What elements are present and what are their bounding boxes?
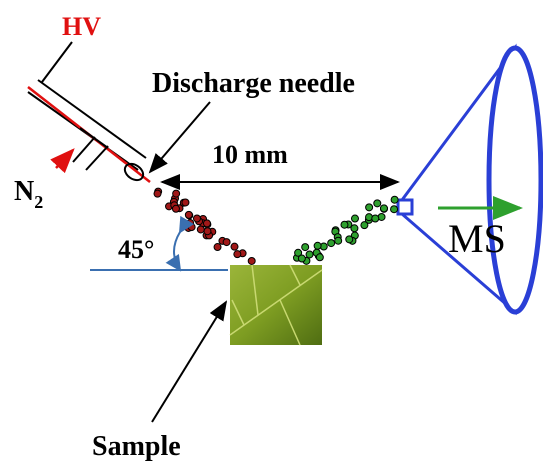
- droplet: [203, 227, 212, 236]
- sample-arrow: [151, 300, 228, 423]
- sample-label: Sample: [92, 431, 181, 462]
- needle-label: Discharge needle: [152, 68, 355, 99]
- droplet: [315, 253, 324, 262]
- droplet: [172, 189, 181, 198]
- hv-line: [41, 41, 73, 83]
- droplet: [153, 189, 162, 198]
- droplet: [297, 254, 306, 263]
- gas-symbol: N: [14, 176, 34, 207]
- droplet: [327, 239, 336, 248]
- droplet: [345, 235, 354, 244]
- gas-subscript: 2: [34, 192, 43, 212]
- droplet: [213, 243, 222, 252]
- droplet: [350, 214, 359, 223]
- droplet: [187, 223, 196, 232]
- droplet: [350, 224, 359, 233]
- droplet: [181, 198, 190, 207]
- droplet: [196, 225, 205, 234]
- angle-label: 45°: [118, 235, 154, 264]
- droplet: [313, 241, 322, 250]
- ms-inlet: [396, 43, 543, 316]
- droplet: [340, 220, 349, 229]
- droplet: [373, 199, 382, 208]
- droplet: [360, 221, 369, 230]
- droplet: [233, 250, 242, 259]
- droplet: [390, 195, 399, 204]
- angle-arc: [165, 215, 195, 272]
- droplet: [171, 204, 180, 213]
- droplet: [192, 214, 201, 223]
- droplet: [365, 203, 374, 212]
- gas-label: N2: [14, 176, 43, 212]
- droplet: [334, 236, 343, 245]
- distance-label: 10 mm: [212, 140, 288, 169]
- droplet: [202, 219, 211, 228]
- droplet: [371, 214, 380, 223]
- droplet: [222, 238, 231, 247]
- needle-arrow: [148, 101, 211, 174]
- droplet: [184, 210, 193, 219]
- sample-leaf: [229, 264, 323, 346]
- droplet: [294, 248, 303, 257]
- droplet: [301, 243, 310, 252]
- hv-label: HV: [62, 12, 101, 41]
- droplet: [305, 250, 314, 259]
- droplet: [390, 205, 399, 214]
- spray: [153, 187, 399, 265]
- ms-label: MS: [448, 216, 506, 261]
- needle-assembly: [27, 79, 151, 183]
- droplet: [247, 256, 256, 265]
- droplet: [379, 204, 388, 213]
- droplet: [230, 242, 239, 251]
